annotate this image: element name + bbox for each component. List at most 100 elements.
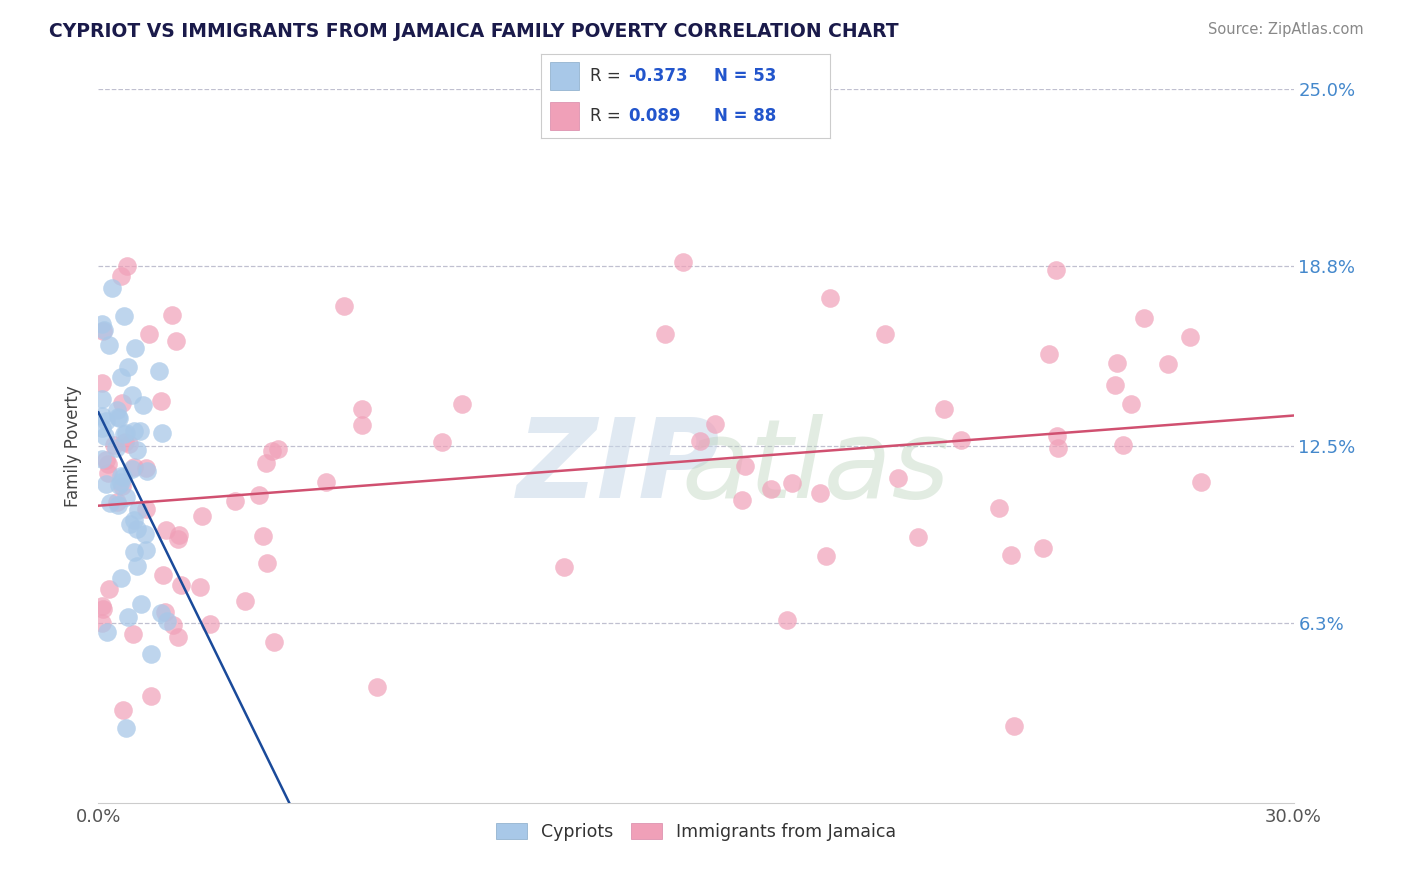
Immigrants from Jamaica — [820, 291, 842, 305]
Cypriots — [124, 424, 146, 438]
FancyBboxPatch shape — [550, 62, 579, 90]
Cypriots — [117, 359, 139, 374]
Immigrants from Jamaica — [350, 402, 373, 417]
Immigrants from Jamaica — [1032, 541, 1054, 556]
Cypriots — [132, 398, 155, 412]
Immigrants from Jamaica — [152, 568, 174, 582]
Legend: Cypriots, Immigrants from Jamaica: Cypriots, Immigrants from Jamaica — [489, 816, 903, 847]
Text: R =: R = — [591, 67, 621, 85]
Immigrants from Jamaica — [1046, 429, 1069, 443]
Immigrants from Jamaica — [949, 433, 972, 447]
Cypriots — [93, 429, 115, 443]
Cypriots — [135, 464, 157, 478]
Immigrants from Jamaica — [366, 680, 388, 694]
Immigrants from Jamaica — [167, 630, 190, 644]
Cypriots — [110, 570, 132, 584]
Text: N = 53: N = 53 — [714, 67, 776, 85]
Immigrants from Jamaica — [105, 494, 128, 508]
Cypriots — [111, 470, 134, 484]
Immigrants from Jamaica — [141, 689, 163, 703]
Immigrants from Jamaica — [91, 324, 114, 338]
Immigrants from Jamaica — [247, 488, 270, 502]
Immigrants from Jamaica — [165, 334, 187, 348]
Cypriots — [108, 411, 131, 425]
Immigrants from Jamaica — [111, 479, 134, 493]
Cypriots — [98, 338, 121, 352]
Immigrants from Jamaica — [149, 394, 172, 409]
Immigrants from Jamaica — [252, 529, 274, 543]
Immigrants from Jamaica — [162, 308, 184, 322]
Immigrants from Jamaica — [689, 434, 711, 448]
Immigrants from Jamaica — [350, 418, 373, 433]
Immigrants from Jamaica — [135, 461, 157, 475]
Cypriots — [127, 522, 149, 536]
Cypriots — [114, 310, 136, 324]
Immigrants from Jamaica — [987, 500, 1010, 515]
Immigrants from Jamaica — [118, 436, 141, 450]
Text: N = 88: N = 88 — [714, 107, 776, 125]
Cypriots — [134, 526, 156, 541]
Immigrants from Jamaica — [780, 476, 803, 491]
Cypriots — [91, 451, 114, 466]
Cypriots — [104, 442, 127, 456]
Immigrants from Jamaica — [110, 269, 132, 284]
Immigrants from Jamaica — [759, 482, 782, 496]
Immigrants from Jamaica — [103, 438, 125, 452]
Text: atlas: atlas — [681, 414, 950, 521]
Immigrants from Jamaica — [1000, 548, 1022, 562]
Cypriots — [114, 426, 136, 441]
Immigrants from Jamaica — [1157, 357, 1180, 371]
Cypriots — [149, 606, 172, 620]
Cypriots — [121, 388, 143, 402]
Immigrants from Jamaica — [135, 501, 157, 516]
Immigrants from Jamaica — [553, 560, 575, 574]
Immigrants from Jamaica — [224, 494, 246, 508]
Immigrants from Jamaica — [263, 635, 285, 649]
Cypriots — [118, 517, 141, 532]
Cypriots — [94, 476, 117, 491]
Immigrants from Jamaica — [97, 457, 120, 471]
Cypriots — [141, 647, 163, 661]
Immigrants from Jamaica — [932, 401, 955, 416]
Text: -0.373: -0.373 — [627, 67, 688, 85]
Immigrants from Jamaica — [256, 556, 278, 570]
Cypriots — [112, 427, 135, 442]
Cypriots — [129, 598, 152, 612]
Cypriots — [129, 424, 152, 438]
Text: 0.089: 0.089 — [627, 107, 681, 125]
Immigrants from Jamaica — [117, 259, 139, 273]
Immigrants from Jamaica — [1104, 377, 1126, 392]
Immigrants from Jamaica — [112, 703, 135, 717]
Immigrants from Jamaica — [121, 627, 143, 641]
Cypriots — [121, 462, 143, 476]
Cypriots — [110, 475, 132, 489]
Y-axis label: Family Poverty: Family Poverty — [65, 385, 83, 507]
Immigrants from Jamaica — [153, 606, 176, 620]
Immigrants from Jamaica — [190, 508, 212, 523]
Cypriots — [122, 513, 145, 527]
Text: R =: R = — [591, 107, 621, 125]
Immigrants from Jamaica — [1119, 397, 1142, 411]
Immigrants from Jamaica — [114, 435, 136, 450]
Cypriots — [107, 498, 129, 512]
Immigrants from Jamaica — [138, 327, 160, 342]
Text: Source: ZipAtlas.com: Source: ZipAtlas.com — [1208, 22, 1364, 37]
Immigrants from Jamaica — [1112, 438, 1135, 452]
Immigrants from Jamaica — [262, 443, 284, 458]
Immigrants from Jamaica — [97, 582, 120, 596]
Immigrants from Jamaica — [734, 459, 756, 474]
Immigrants from Jamaica — [1002, 719, 1025, 733]
Immigrants from Jamaica — [1045, 262, 1067, 277]
Immigrants from Jamaica — [333, 299, 356, 313]
Immigrants from Jamaica — [267, 442, 290, 457]
Immigrants from Jamaica — [170, 578, 193, 592]
Immigrants from Jamaica — [162, 618, 184, 632]
Immigrants from Jamaica — [167, 527, 190, 541]
Cypriots — [110, 469, 132, 483]
Cypriots — [125, 442, 148, 457]
Immigrants from Jamaica — [886, 471, 908, 485]
Cypriots — [94, 414, 117, 428]
Cypriots — [127, 503, 149, 517]
Immigrants from Jamaica — [91, 602, 114, 616]
Cypriots — [148, 363, 170, 377]
